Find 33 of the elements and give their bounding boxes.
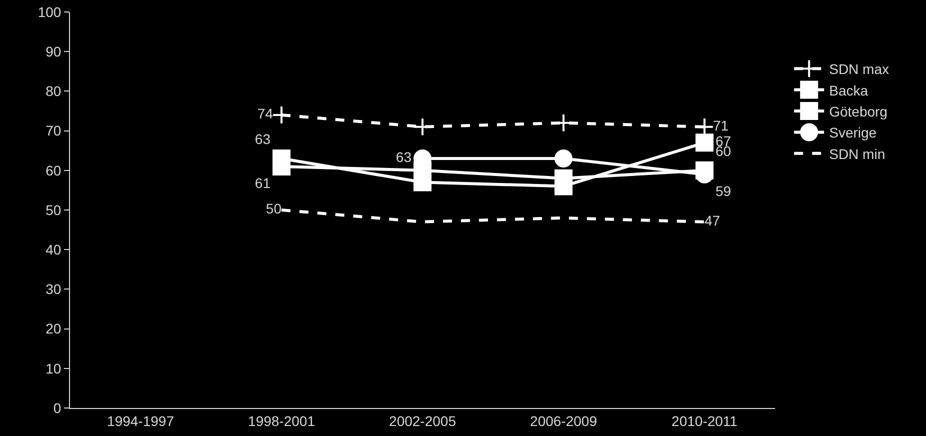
legend-label: SDN max	[829, 61, 890, 78]
y-tick-label: 0	[53, 400, 62, 416]
x-tick-label: 2010-2011	[672, 412, 738, 429]
y-tick-label: 60	[46, 162, 62, 178]
data-label: 61	[254, 174, 271, 191]
y-tick-label: 70	[46, 122, 62, 139]
x-tick-label: 2006-2009	[530, 412, 598, 429]
y-tick-label: 50	[46, 202, 62, 218]
y-tick-label: 20	[46, 320, 62, 337]
data-label: 63	[396, 149, 412, 166]
legend-label: Göteborg	[829, 103, 888, 120]
y-tick-label: 10	[46, 360, 62, 376]
legend-label: Sverige	[829, 124, 877, 141]
point	[696, 134, 714, 152]
data-label: 63	[254, 131, 271, 148]
y-tick-label: 40	[46, 242, 62, 258]
data-label: 71	[713, 117, 729, 134]
y-tick-label: 100	[38, 4, 62, 20]
data-label: 50	[266, 200, 282, 216]
legend-label: Backa	[829, 82, 868, 98]
y-tick-label: 30	[46, 281, 62, 298]
data-label: 74	[257, 105, 274, 122]
point	[554, 113, 573, 132]
point	[554, 150, 572, 168]
y-tick-label: 90	[46, 44, 62, 60]
x-tick-label: 1998-2001	[248, 412, 316, 429]
x-tick-label: 2002-2005	[389, 412, 456, 429]
legend-label: SDN min	[829, 146, 886, 162]
data-label: 59	[716, 182, 732, 199]
point	[272, 106, 291, 124]
y-tick-label: 80	[46, 83, 62, 100]
x-tick-label: 1994-1997	[107, 412, 174, 429]
data-label: 47	[704, 212, 720, 228]
